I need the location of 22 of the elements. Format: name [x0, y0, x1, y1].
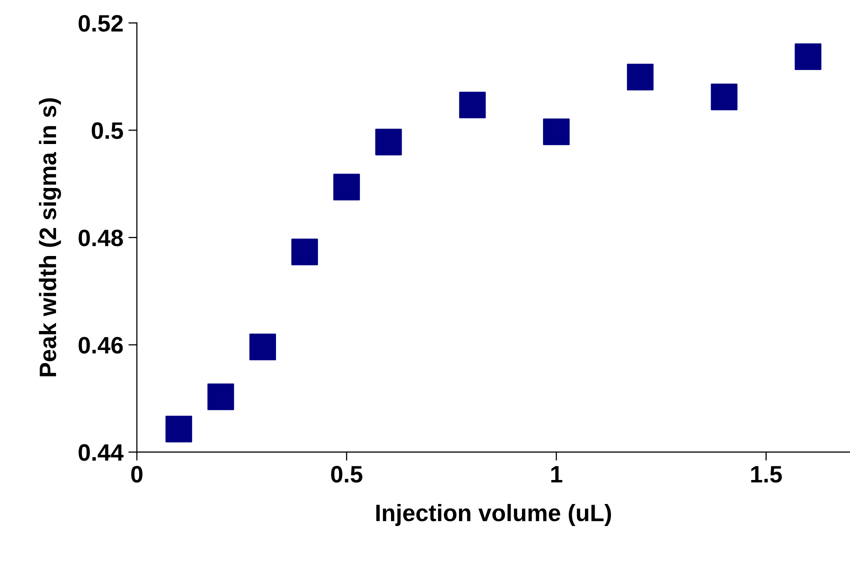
- x-tick-label: 1: [551, 466, 562, 482]
- y-axis-title: Peak width (2 sigma in s): [38, 98, 62, 376]
- x-tick-label: 1.5: [751, 466, 782, 483]
- point: [710, 84, 738, 110]
- point: [207, 384, 234, 410]
- x-axis-title: Injection volume (uL): [376, 504, 611, 526]
- y-tick-label: 0.46: [78, 336, 123, 354]
- point: [794, 43, 822, 70]
- point: [333, 174, 360, 200]
- y-tick-label: 0.48: [78, 230, 123, 246]
- y-tick-label: 0.44: [78, 444, 124, 461]
- point: [249, 334, 276, 360]
- point: [626, 64, 654, 90]
- y-tick-label: 0.52: [78, 14, 123, 32]
- point: [375, 128, 402, 156]
- point: [165, 416, 192, 442]
- point: [291, 238, 318, 266]
- x-tick-label: 0: [131, 466, 142, 483]
- y-tick-label: 0.5: [92, 122, 123, 139]
- point: [543, 118, 570, 146]
- x-tick-label: 0.5: [331, 466, 362, 483]
- point: [459, 92, 486, 118]
